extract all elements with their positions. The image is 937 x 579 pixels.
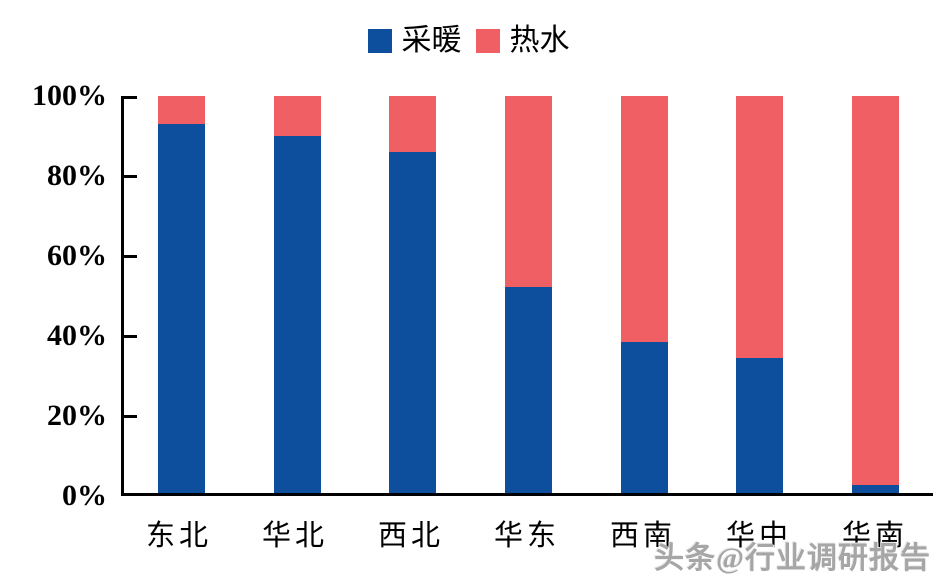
bar-华北 [273, 96, 321, 493]
bar-slot [817, 96, 933, 493]
plot-area [121, 96, 933, 496]
bar-segment-heating [389, 151, 437, 493]
y-tick-label: 20% [47, 399, 107, 432]
bar-segment-hotwater [389, 96, 437, 152]
bar-slot [355, 96, 471, 493]
bar-西北 [389, 96, 437, 493]
bar-segment-hotwater [158, 96, 206, 124]
bar-西南 [620, 96, 668, 493]
bar-segment-heating [158, 123, 206, 493]
bar-华东 [505, 96, 553, 493]
bar-segment-heating [736, 358, 784, 493]
x-axis-labels: 东北 华北 西北 华东 西南 华中 华南 [121, 512, 933, 554]
y-tick-label: 40% [47, 319, 107, 352]
bar-slot [240, 96, 356, 493]
x-category-label: 华北 [261, 520, 328, 552]
x-category-label: 华南 [841, 520, 908, 552]
legend-label-heating: 采暖 [401, 24, 462, 57]
y-tick-mark [124, 415, 137, 418]
bar-segment-heating [273, 135, 321, 493]
bar-slot [471, 96, 587, 493]
y-tick-mark [124, 255, 137, 258]
x-category-label: 华中 [725, 520, 792, 552]
bars [124, 96, 933, 493]
bar-segment-hotwater [505, 96, 553, 287]
bar-华南 [851, 96, 899, 493]
legend-item-hotwater: 热水 [475, 24, 570, 57]
y-tick-label: 0% [62, 479, 107, 512]
y-axis-labels: 0% 20% 40% 60% 80% 100% [0, 80, 107, 512]
chart-legend: 采暖 热水 [0, 26, 937, 56]
bar-slot [702, 96, 818, 493]
watermark: 头条@行业调研报告 [654, 542, 931, 575]
bar-东北 [158, 96, 206, 493]
bar-华中 [736, 96, 784, 493]
x-category-label: 华东 [493, 520, 560, 552]
bar-segment-heating [505, 286, 553, 493]
y-tick-label: 100% [32, 79, 107, 112]
bar-segment-hotwater [736, 96, 784, 359]
bar-slot [586, 96, 702, 493]
bar-segment-heating [851, 485, 899, 493]
x-category-label: 西南 [609, 520, 676, 552]
legend-label-hotwater: 热水 [509, 24, 570, 57]
y-tick-label: 80% [47, 159, 107, 192]
bar-segment-hotwater [851, 96, 899, 486]
y-tick-mark [124, 175, 137, 178]
y-tick-label: 60% [47, 239, 107, 272]
y-tick-mark [124, 96, 137, 99]
hotwater-swatch-icon [475, 29, 500, 53]
x-category-label: 东北 [145, 520, 212, 552]
bar-slot [124, 96, 240, 493]
bar-segment-hotwater [273, 96, 321, 136]
bar-segment-heating [620, 342, 668, 493]
heating-swatch-icon [367, 29, 392, 53]
x-category-label: 西北 [377, 520, 444, 552]
y-tick-mark [124, 335, 137, 338]
bar-segment-hotwater [620, 96, 668, 343]
legend-item-heating: 采暖 [367, 24, 462, 57]
